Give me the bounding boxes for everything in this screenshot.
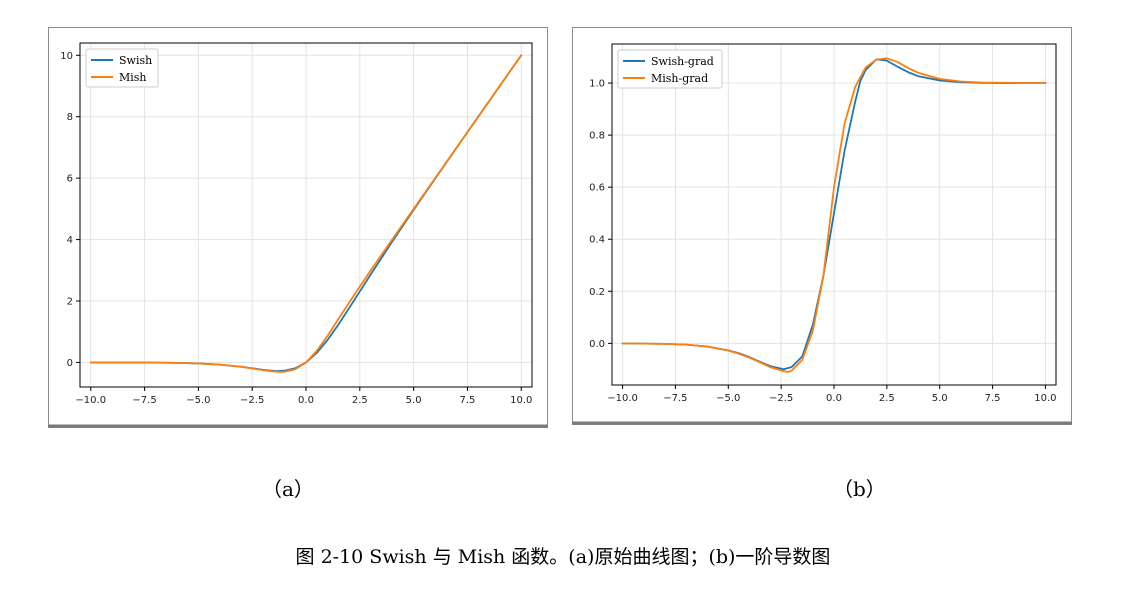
y-tick-label: 0 xyxy=(67,358,73,369)
y-tick-label: 2 xyxy=(67,297,73,308)
y-tick-label: 4 xyxy=(67,235,73,246)
figure-caption: 图 2-10 Swish 与 Mish 函数。(a)原始曲线图；(b)一阶导数图 xyxy=(295,546,831,568)
legend-label: Mish xyxy=(119,71,147,84)
y-tick-label: 0.4 xyxy=(589,235,605,246)
x-tick-label: 10.0 xyxy=(1034,393,1056,404)
y-tick-label: 0.8 xyxy=(589,131,605,142)
legend-label: Swish-grad xyxy=(651,55,714,68)
y-tick-label: 0.0 xyxy=(589,339,605,350)
panel-a-frame xyxy=(48,27,548,428)
x-tick-label: −10.0 xyxy=(607,393,638,404)
x-tick-label: −5.0 xyxy=(716,393,740,404)
x-tick-label: −7.5 xyxy=(132,395,156,406)
chart-panel-b: −10.0 −7.5 −5.0 −2.5 0.0 2.5 5.0 7.5 10.0 0.0 0.2 0… xyxy=(572,27,1072,425)
x-tick-label: −5.0 xyxy=(186,395,210,406)
x-tick-label: −2.5 xyxy=(240,395,264,406)
legend-label: Swish xyxy=(119,54,152,67)
legend-label: Mish-grad xyxy=(651,72,708,85)
x-tick-label: 10.0 xyxy=(510,395,532,406)
x-tick-label: −2.5 xyxy=(769,393,793,404)
chart-a-svg: −10.0 −7.5 −5.0 −2.5 0.0 2.5 5.0 7.5 10.0 0 2 4 6 8 10… xyxy=(48,27,548,428)
x-tick-label: 7.5 xyxy=(459,395,475,406)
x-tick-label: 2.5 xyxy=(352,395,368,406)
x-tick-label: 0.0 xyxy=(298,395,314,406)
y-tick-label: 0.2 xyxy=(589,287,605,298)
x-tick-label: −10.0 xyxy=(75,395,106,406)
panel-b-frame xyxy=(572,27,1072,425)
x-tick-label: 7.5 xyxy=(985,393,1001,404)
x-tick-label: 2.5 xyxy=(879,393,895,404)
subfigure-label-a: （a） xyxy=(262,477,314,501)
x-tick-label: 5.0 xyxy=(932,393,948,404)
x-tick-label: 0.0 xyxy=(826,393,842,404)
series-line-mish xyxy=(89,54,523,373)
y-tick-label: 0.6 xyxy=(589,183,605,194)
chart-panel-a: −10.0 −7.5 −5.0 −2.5 0.0 2.5 5.0 7.5 10.0 0 2 4 6 8 10… xyxy=(48,27,548,428)
subfigure-label-b: （b） xyxy=(833,477,886,501)
chart-b-svg: −10.0 −7.5 −5.0 −2.5 0.0 2.5 5.0 7.5 10.0 0.0 0.2 0… xyxy=(572,27,1072,425)
y-tick-label: 6 xyxy=(67,174,73,185)
x-tick-label: −7.5 xyxy=(663,393,687,404)
series-line-mish-grad xyxy=(621,57,1047,373)
y-tick-label: 1.0 xyxy=(589,79,605,90)
y-tick-label: 8 xyxy=(67,112,73,123)
x-tick-label: 5.0 xyxy=(406,395,422,406)
y-tick-label: 10 xyxy=(60,51,73,62)
